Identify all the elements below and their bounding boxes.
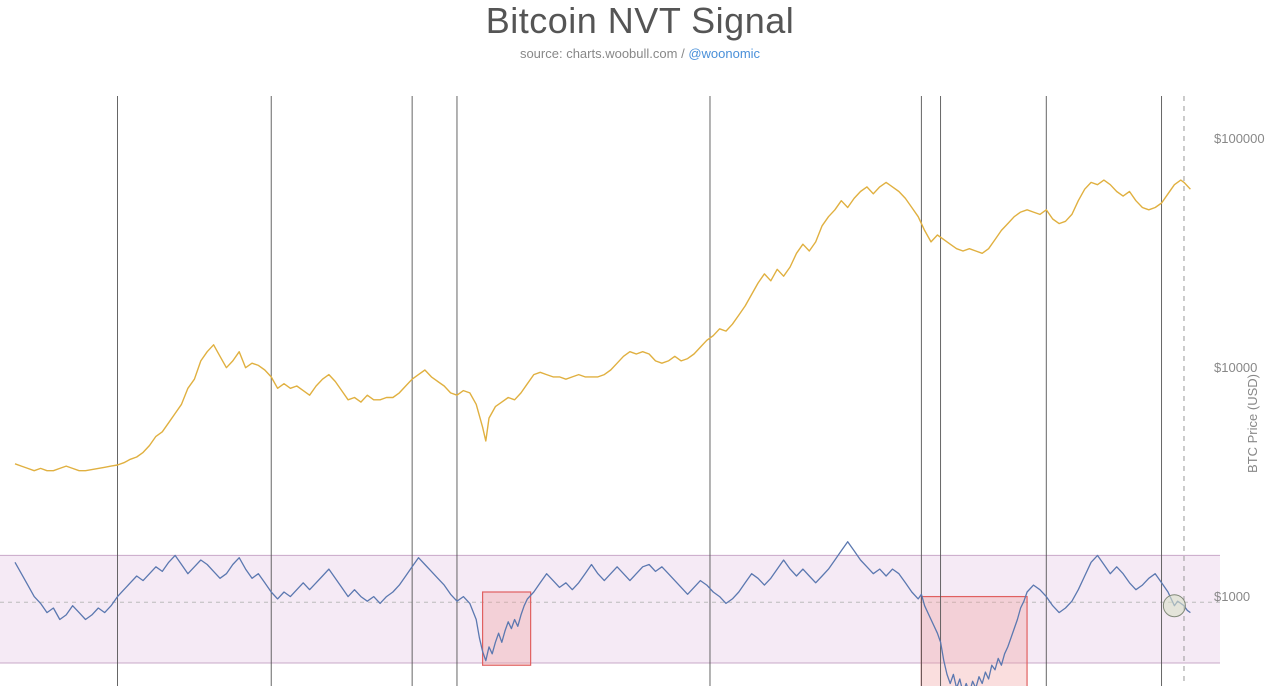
y-tick-label: $10000 xyxy=(1214,360,1257,375)
chart-title: Bitcoin NVT Signal xyxy=(0,0,1280,42)
chart-area: $100000$10000$1000Jan 2019Jul 2019Jan 20… xyxy=(0,61,1280,681)
subtitle-link[interactable]: @woonomic xyxy=(688,46,760,61)
y-tick-label: $1000 xyxy=(1214,589,1250,604)
subtitle-source: source: charts.woobull.com / xyxy=(520,46,688,61)
chart-subtitle: source: charts.woobull.com / @woonomic xyxy=(0,46,1280,61)
chart-svg xyxy=(0,61,1280,686)
y-axis-title: BTC Price (USD) xyxy=(1245,374,1260,473)
y-tick-label: $100000 xyxy=(1214,131,1265,146)
